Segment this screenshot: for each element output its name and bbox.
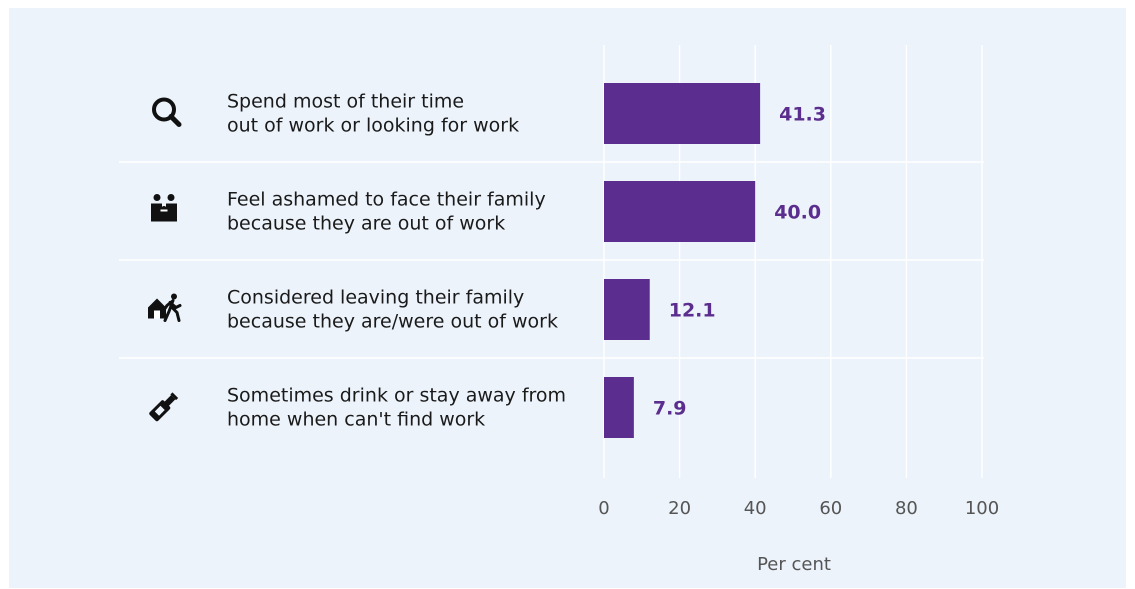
search-icon	[154, 100, 179, 125]
bar	[604, 83, 760, 144]
x-tick-label: 80	[895, 498, 918, 519]
chart-panel: Spend most of their time out of work or l…	[9, 8, 1126, 588]
bottle-icon	[148, 391, 179, 422]
x-tick-label: 20	[668, 498, 691, 519]
x-tick-label: 100	[965, 498, 999, 519]
x-axis-title: Per cent	[757, 554, 831, 575]
category-label: Considered leaving their family because t…	[227, 287, 558, 333]
x-tick-label: 60	[819, 498, 842, 519]
bar	[604, 377, 634, 438]
bar	[604, 181, 755, 242]
x-tick-label: 0	[598, 498, 609, 519]
value-label: 12.1	[669, 300, 716, 322]
category-label: Spend most of their time out of work or l…	[227, 91, 519, 137]
bar	[604, 279, 650, 340]
x-tick-label: 40	[744, 498, 767, 519]
category-label: Sometimes drink or stay away from home wh…	[227, 385, 566, 431]
value-label: 7.9	[653, 398, 687, 420]
family-icon	[151, 194, 177, 222]
value-label: 41.3	[779, 104, 826, 126]
value-label: 40.0	[774, 202, 821, 224]
category-label: Feel ashamed to face their family because…	[227, 189, 546, 235]
leaving-home-icon	[148, 294, 180, 321]
bar-chart: Spend most of their time out of work or l…	[9, 8, 1126, 588]
